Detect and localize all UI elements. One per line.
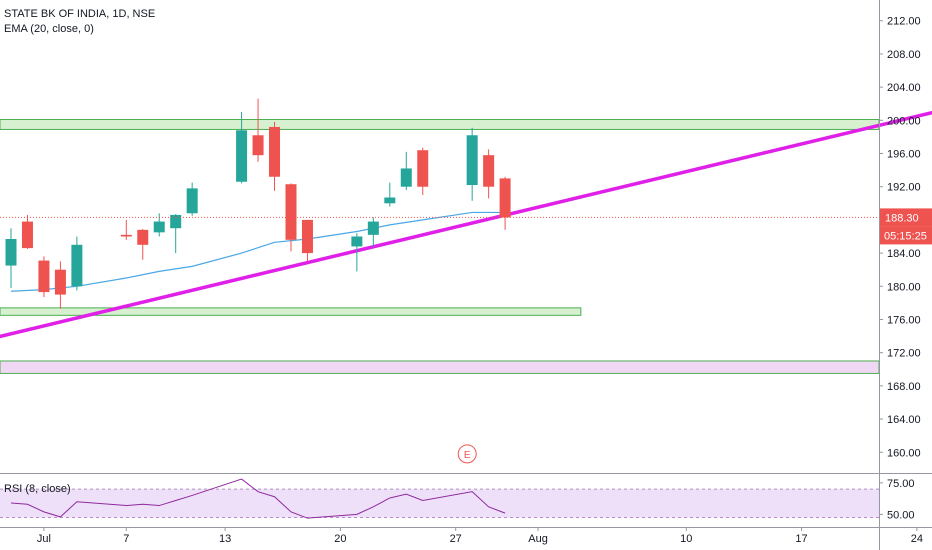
zone-1	[0, 118, 880, 130]
candle-body	[236, 130, 248, 182]
candle	[5, 228, 17, 288]
price-tick-label: 180.00	[887, 281, 921, 293]
price-tick-label: 192.00	[887, 182, 921, 194]
candle-body	[38, 260, 50, 293]
candle	[170, 214, 182, 254]
trendline-layer	[0, 110, 932, 339]
earnings-marker	[457, 444, 477, 464]
time-tick-label: 10	[680, 533, 692, 545]
price-tick-label: 184.00	[887, 248, 921, 260]
candle	[499, 176, 511, 230]
price-tick-label: 168.00	[887, 381, 921, 393]
time-tick-label: 13	[219, 533, 231, 545]
price-tick-label: 172.00	[887, 348, 921, 360]
candle	[71, 236, 83, 291]
price-tick-label: 208.00	[887, 49, 921, 61]
price-tick-label: 164.00	[887, 414, 921, 426]
candle-body	[71, 244, 83, 287]
trendline	[0, 110, 932, 339]
candle-body	[5, 238, 17, 266]
candle	[54, 261, 66, 309]
ema-line	[10, 211, 506, 292]
candle-body	[137, 229, 149, 245]
candle	[137, 229, 149, 260]
symbol-title: STATE BK OF INDIA, 1D, NSE	[4, 8, 156, 20]
price-tick-label: 196.00	[887, 149, 921, 161]
earnings-marker-label: E	[464, 450, 471, 461]
current-price-layer: E	[0, 216, 879, 464]
candle-body	[186, 188, 198, 214]
candle	[21, 214, 33, 249]
price-tick-label: 200.00	[887, 115, 921, 127]
time-tick-label: 20	[334, 533, 346, 545]
current-price-label: 188.30	[885, 212, 919, 224]
candle-body	[170, 214, 182, 229]
rsi-band	[0, 489, 879, 518]
candle	[186, 182, 198, 216]
candle-body	[384, 197, 396, 204]
candle-body	[301, 219, 313, 254]
candle-body	[252, 135, 264, 156]
zone-2	[0, 307, 582, 316]
candle	[417, 147, 429, 196]
candle	[483, 149, 495, 199]
candle	[38, 256, 50, 298]
rsi-tick-label: 50.00	[887, 509, 915, 521]
candle-body	[483, 155, 495, 187]
candle-body	[120, 234, 132, 237]
rsi-tick-label: 75.00	[887, 478, 915, 490]
zone-3	[0, 360, 880, 374]
price-tick-label: 176.00	[887, 314, 921, 326]
candle-body	[367, 221, 379, 235]
candle-body	[351, 236, 363, 247]
rsi-line	[10, 478, 506, 519]
candlestick-series	[5, 98, 511, 309]
candle	[384, 182, 396, 207]
candle-body	[153, 221, 165, 233]
candle	[351, 233, 363, 272]
candle-body	[285, 184, 297, 240]
candle-body	[499, 178, 511, 218]
candle	[236, 112, 248, 184]
candle-body	[21, 221, 33, 249]
countdown-label: 05:15:25	[884, 230, 927, 242]
price-tick-label: 204.00	[887, 82, 921, 94]
candle-body	[466, 135, 478, 186]
candle	[285, 183, 297, 252]
candle-body	[417, 150, 429, 187]
candle-body	[54, 269, 66, 295]
ema-legend: EMA (20, close, 0)	[4, 23, 94, 35]
candle-body	[400, 168, 412, 187]
candle	[400, 151, 412, 191]
ema-layer	[10, 211, 506, 292]
time-tick-label: 7	[123, 533, 129, 545]
candle	[367, 217, 379, 247]
time-tick-label: 17	[795, 533, 807, 545]
candle	[153, 213, 165, 237]
symbol-legend: STATE BK OF INDIA, 1D, NSE EMA (20, clos…	[4, 7, 155, 37]
time-tick-label: 27	[450, 533, 462, 545]
price-tick-label: 212.00	[887, 16, 921, 28]
time-tick-label: Aug	[528, 533, 548, 545]
countdown-badge	[880, 226, 932, 245]
current-price-badge	[880, 208, 932, 227]
rsi-legend: RSI (8, close)	[4, 483, 71, 495]
candle	[466, 127, 478, 201]
rsi-pane	[0, 478, 879, 519]
time-tick-label: Jul	[37, 533, 51, 545]
price-tick-label: 160.00	[887, 447, 921, 459]
candle	[120, 219, 132, 240]
candle	[269, 121, 281, 191]
candle	[252, 98, 264, 162]
time-tick-label: 24	[911, 533, 923, 545]
candle-body	[269, 126, 281, 177]
candle	[301, 219, 313, 262]
